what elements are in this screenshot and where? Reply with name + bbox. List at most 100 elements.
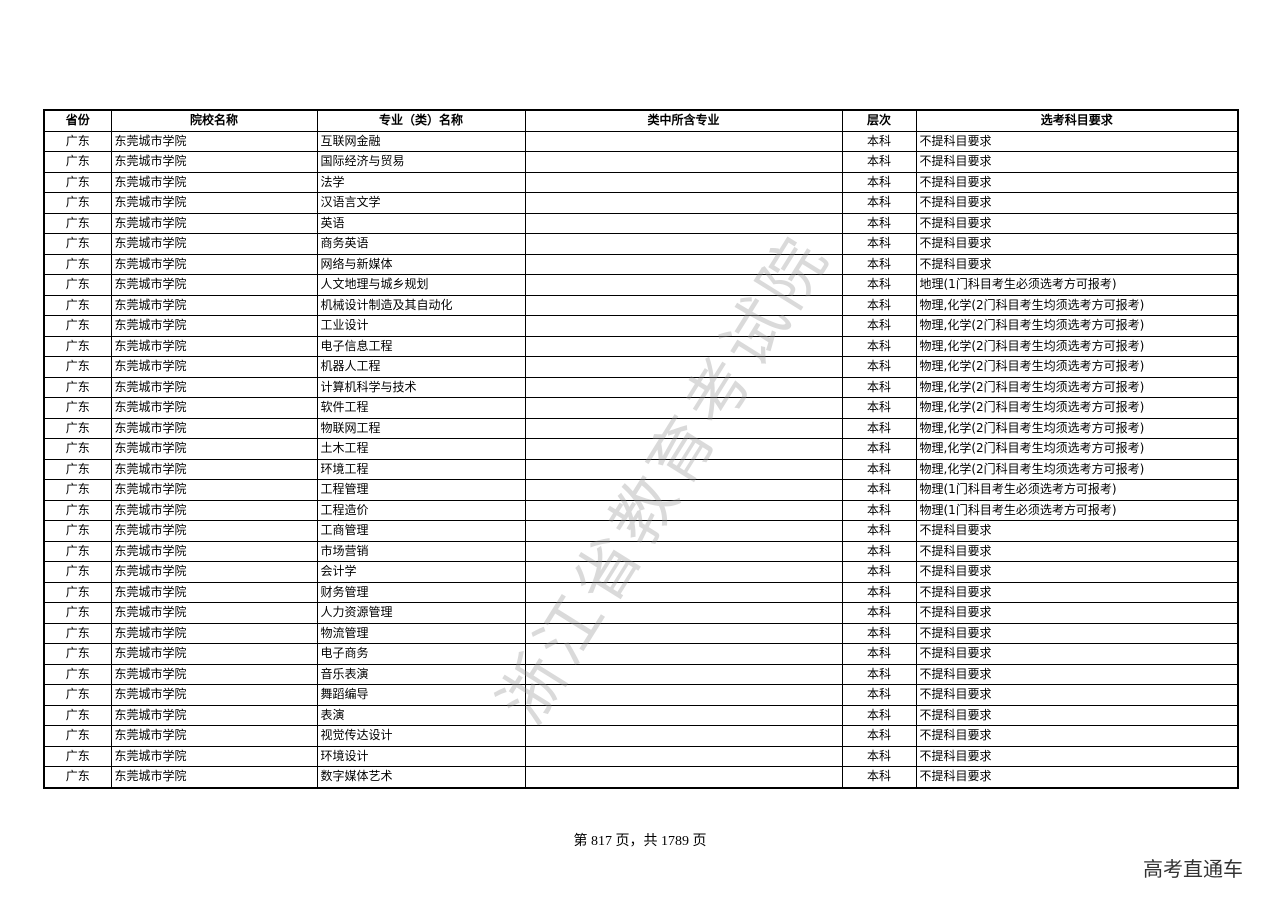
cell-subject-requirement: 物理(1门科目考生必须选考方可报考) — [915, 479, 1239, 501]
cell-level: 本科 — [841, 704, 917, 726]
table-row: 广东 东莞城市学院 国际经济与贸易 本科 不提科目要求 — [43, 151, 1239, 173]
cell-school: 东莞城市学院 — [110, 725, 318, 747]
cell-major: 人力资源管理 — [316, 602, 526, 624]
cell-level: 本科 — [841, 192, 917, 214]
cell-included-majors — [524, 745, 843, 767]
cell-school: 东莞城市学院 — [110, 520, 318, 542]
cell-major: 视觉传达设计 — [316, 725, 526, 747]
table-row: 广东 东莞城市学院 英语 本科 不提科目要求 — [43, 212, 1239, 234]
cell-included-majors — [524, 171, 843, 193]
cell-level: 本科 — [841, 356, 917, 378]
cell-province: 广东 — [43, 622, 112, 644]
cell-major: 工商管理 — [316, 520, 526, 542]
cell-province: 广东 — [43, 171, 112, 193]
cell-major: 汉语言文学 — [316, 192, 526, 214]
cell-subject-requirement: 不提科目要求 — [915, 581, 1239, 603]
cell-level: 本科 — [841, 253, 917, 275]
cell-subject-requirement: 不提科目要求 — [915, 520, 1239, 542]
cell-school: 东莞城市学院 — [110, 663, 318, 685]
cell-school: 东莞城市学院 — [110, 233, 318, 255]
cell-level: 本科 — [841, 479, 917, 501]
cell-school: 东莞城市学院 — [110, 479, 318, 501]
cell-major: 电子信息工程 — [316, 335, 526, 357]
cell-school: 东莞城市学院 — [110, 356, 318, 378]
table-row: 广东 东莞城市学院 网络与新媒体 本科 不提科目要求 — [43, 253, 1239, 275]
cell-subject-requirement: 物理,化学(2门科目考生均须选考方可报考) — [915, 335, 1239, 357]
cell-major: 财务管理 — [316, 581, 526, 603]
cell-major: 数字媒体艺术 — [316, 766, 526, 788]
cell-subject-requirement: 物理,化学(2门科目考生均须选考方可报考) — [915, 458, 1239, 480]
cell-province: 广东 — [43, 253, 112, 275]
cell-province: 广东 — [43, 294, 112, 316]
table-row: 广东 东莞城市学院 物流管理 本科 不提科目要求 — [43, 622, 1239, 644]
cell-school: 东莞城市学院 — [110, 540, 318, 562]
cell-province: 广东 — [43, 499, 112, 521]
cell-major: 软件工程 — [316, 397, 526, 419]
header-level: 层次 — [841, 109, 917, 132]
cell-subject-requirement: 不提科目要求 — [915, 745, 1239, 767]
cell-level: 本科 — [841, 766, 917, 788]
table-row: 广东 东莞城市学院 工程管理 本科 物理(1门科目考生必须选考方可报考) — [43, 479, 1239, 501]
cell-included-majors — [524, 151, 843, 173]
table-row: 广东 东莞城市学院 工商管理 本科 不提科目要求 — [43, 520, 1239, 542]
cell-school: 东莞城市学院 — [110, 335, 318, 357]
cell-subject-requirement: 不提科目要求 — [915, 684, 1239, 706]
table-row: 广东 东莞城市学院 人力资源管理 本科 不提科目要求 — [43, 602, 1239, 624]
cell-level: 本科 — [841, 540, 917, 562]
cell-included-majors — [524, 725, 843, 747]
cell-level: 本科 — [841, 315, 917, 337]
cell-subject-requirement: 不提科目要求 — [915, 766, 1239, 788]
cell-subject-requirement: 不提科目要求 — [915, 171, 1239, 193]
cell-subject-requirement: 不提科目要求 — [915, 192, 1239, 214]
cell-province: 广东 — [43, 192, 112, 214]
cell-school: 东莞城市学院 — [110, 745, 318, 767]
cell-level: 本科 — [841, 130, 917, 152]
cell-level: 本科 — [841, 561, 917, 583]
cell-province: 广东 — [43, 417, 112, 439]
cell-subject-requirement: 地理(1门科目考生必须选考方可报考) — [915, 274, 1239, 296]
table-row: 广东 东莞城市学院 软件工程 本科 物理,化学(2门科目考生均须选考方可报考) — [43, 397, 1239, 419]
cell-major: 计算机科学与技术 — [316, 376, 526, 398]
table-row: 广东 东莞城市学院 数字媒体艺术 本科 不提科目要求 — [43, 766, 1239, 788]
cell-province: 广东 — [43, 745, 112, 767]
cell-province: 广东 — [43, 356, 112, 378]
cell-province: 广东 — [43, 130, 112, 152]
cell-province: 广东 — [43, 458, 112, 480]
table-row: 广东 东莞城市学院 互联网金融 本科 不提科目要求 — [43, 130, 1239, 152]
cell-major: 机械设计制造及其自动化 — [316, 294, 526, 316]
cell-level: 本科 — [841, 376, 917, 398]
cell-subject-requirement: 物理,化学(2门科目考生均须选考方可报考) — [915, 438, 1239, 460]
cell-subject-requirement: 不提科目要求 — [915, 704, 1239, 726]
cell-school: 东莞城市学院 — [110, 151, 318, 173]
cell-major: 会计学 — [316, 561, 526, 583]
cell-province: 广东 — [43, 663, 112, 685]
cell-province: 广东 — [43, 397, 112, 419]
cell-subject-requirement: 不提科目要求 — [915, 663, 1239, 685]
cell-school: 东莞城市学院 — [110, 499, 318, 521]
cell-subject-requirement: 物理,化学(2门科目考生均须选考方可报考) — [915, 294, 1239, 316]
cell-level: 本科 — [841, 335, 917, 357]
header-province: 省份 — [43, 109, 112, 132]
cell-school: 东莞城市学院 — [110, 766, 318, 788]
cell-province: 广东 — [43, 520, 112, 542]
cell-subject-requirement: 不提科目要求 — [915, 725, 1239, 747]
cell-school: 东莞城市学院 — [110, 602, 318, 624]
cell-included-majors — [524, 130, 843, 152]
cell-major: 英语 — [316, 212, 526, 234]
cell-level: 本科 — [841, 294, 917, 316]
cell-major: 物联网工程 — [316, 417, 526, 439]
cell-school: 东莞城市学院 — [110, 643, 318, 665]
cell-subject-requirement: 不提科目要求 — [915, 233, 1239, 255]
cell-major: 环境设计 — [316, 745, 526, 767]
cell-level: 本科 — [841, 151, 917, 173]
cell-subject-requirement: 不提科目要求 — [915, 622, 1239, 644]
cell-school: 东莞城市学院 — [110, 130, 318, 152]
cell-major: 国际经济与贸易 — [316, 151, 526, 173]
header-major: 专业（类）名称 — [316, 109, 526, 132]
cell-province: 广东 — [43, 725, 112, 747]
cell-school: 东莞城市学院 — [110, 192, 318, 214]
cell-level: 本科 — [841, 684, 917, 706]
table-row: 广东 东莞城市学院 机械设计制造及其自动化 本科 物理,化学(2门科目考生均须选考方可报… — [43, 294, 1239, 316]
cell-subject-requirement: 不提科目要求 — [915, 212, 1239, 234]
cell-level: 本科 — [841, 725, 917, 747]
